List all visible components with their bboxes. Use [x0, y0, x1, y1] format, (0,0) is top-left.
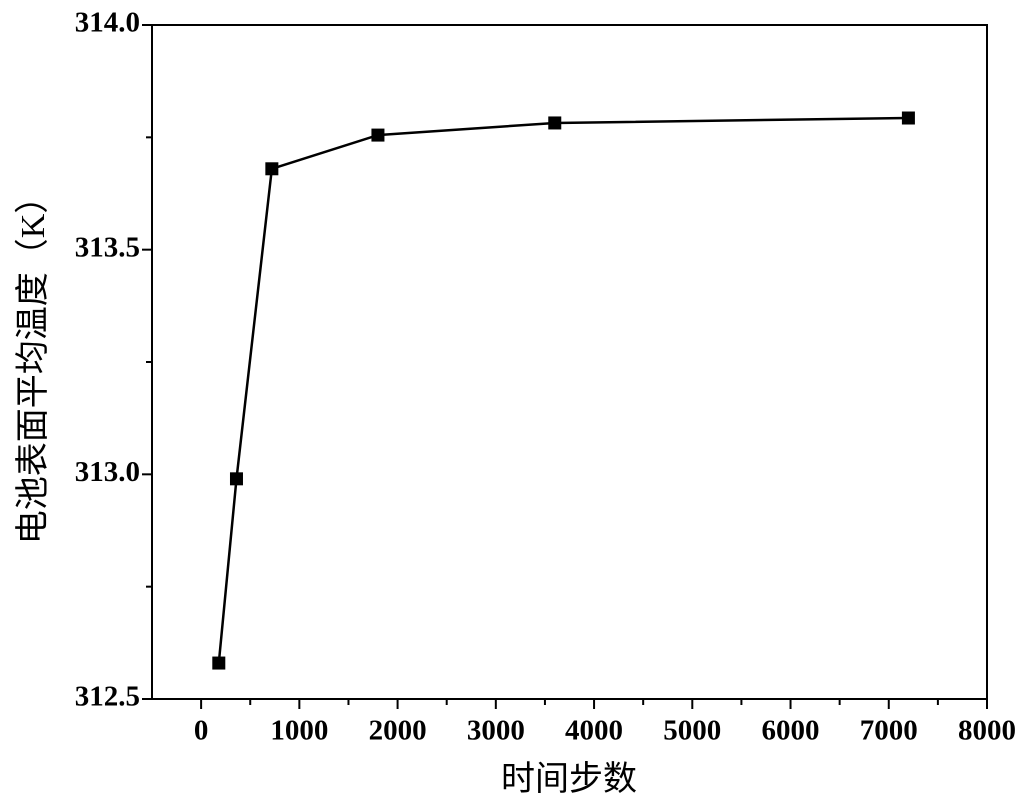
x-tick-label: 2000	[369, 715, 427, 747]
y-axis-title: 电池表面平均温度（K）	[14, 180, 52, 545]
marker	[212, 656, 226, 670]
marker	[371, 128, 385, 142]
x-tick-label: 3000	[467, 715, 525, 747]
x-tick-label: 7000	[860, 715, 918, 747]
marker	[229, 472, 243, 486]
x-tick-label: 6000	[762, 715, 820, 747]
x-tick-label: 0	[194, 715, 209, 747]
y-tick-label: 313.0	[75, 456, 140, 488]
series-line	[217, 116, 909, 664]
x-axis-title: 时间步数	[501, 760, 637, 798]
marker	[548, 116, 562, 130]
x-tick-label: 8000	[958, 715, 1016, 747]
marker	[901, 111, 915, 125]
plot-frame	[151, 24, 988, 700]
x-tick-label: 1000	[270, 715, 328, 747]
x-tick-label: 4000	[565, 715, 623, 747]
y-tick-label: 313.5	[75, 231, 140, 263]
y-tick-label: 314.0	[75, 7, 140, 39]
y-tick-label: 312.5	[75, 681, 140, 713]
x-tick-label: 5000	[663, 715, 721, 747]
marker	[265, 162, 279, 176]
